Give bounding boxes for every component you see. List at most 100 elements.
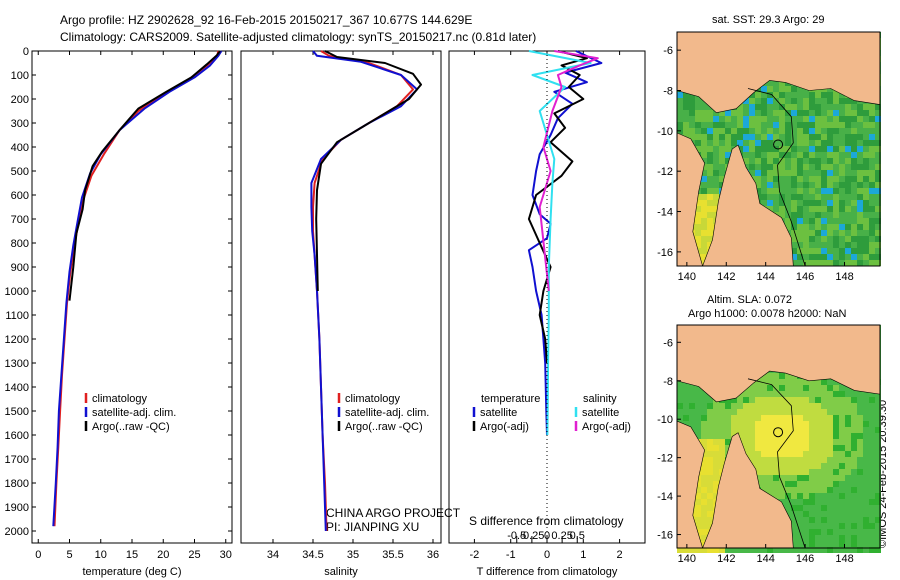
map-x-tick-label: 142 (717, 553, 735, 565)
sea-cell (683, 397, 689, 403)
sea-cell (809, 152, 815, 158)
sea-cell (833, 260, 839, 266)
sea-cell (725, 146, 731, 152)
sea-cell (845, 236, 851, 242)
sea-cell (833, 481, 839, 487)
sea-cell (701, 122, 707, 128)
sea-cell (857, 505, 863, 511)
sea-cell (725, 158, 731, 164)
sea-cell (845, 254, 851, 260)
sea-cell (827, 182, 833, 188)
sea-cell (755, 457, 761, 463)
sea-cell (815, 523, 821, 529)
sea-cell (851, 158, 857, 164)
sea-cell (821, 242, 827, 248)
sea-cell (683, 403, 689, 409)
map-y-tick-label: -10 (657, 126, 673, 138)
sea-cell (809, 224, 815, 230)
sea-cell (851, 104, 857, 110)
sea-cell (845, 140, 851, 146)
sea-cell (797, 517, 803, 523)
y-tick-label: 300 (11, 118, 29, 130)
sea-cell (821, 218, 827, 224)
sea-cell (845, 134, 851, 140)
land-cape-york (677, 144, 794, 267)
sea-cell (839, 547, 845, 553)
sea-cell (677, 547, 683, 553)
sea-cell (797, 164, 803, 170)
sea-cell (797, 385, 803, 391)
sea-cell (743, 427, 749, 433)
sea-cell (815, 194, 821, 200)
s-tick-label: 0 (544, 530, 550, 542)
sea-cell (827, 511, 833, 517)
sea-cell (797, 134, 803, 140)
sea-cell (683, 104, 689, 110)
sea-cell (707, 547, 713, 553)
sea-cell (701, 146, 707, 152)
sea-cell (785, 104, 791, 110)
x-tick-label: 1 (580, 549, 586, 561)
sea-cell (701, 433, 707, 439)
sea-cell (749, 403, 755, 409)
sea-cell (737, 415, 743, 421)
sea-cell (707, 463, 713, 469)
sea-cell (869, 397, 875, 403)
sea-cell (779, 433, 785, 439)
sea-cell (761, 439, 767, 445)
x-tick-label: 35 (347, 549, 359, 561)
sea-cell (797, 182, 803, 188)
sea-cell (695, 200, 701, 206)
sea-cell (797, 535, 803, 541)
sea-cell (833, 415, 839, 421)
sea-cell (821, 224, 827, 230)
sea-cell (803, 523, 809, 529)
sea-cell (719, 409, 725, 415)
sea-cell (857, 523, 863, 529)
sea-cell (701, 475, 707, 481)
sea-cell (839, 499, 845, 505)
sea-cell (707, 164, 713, 170)
sea-cell (809, 475, 815, 481)
y-tick-label: 1800 (5, 478, 29, 490)
legend-label: Argo(-adj) (480, 421, 529, 433)
sea-cell (695, 397, 701, 403)
sea-cell (827, 146, 833, 152)
series-line-argo (315, 50, 422, 292)
sea-cell (791, 541, 797, 547)
sea-cell (755, 182, 761, 188)
sea-cell (701, 110, 707, 116)
sea-cell (737, 421, 743, 427)
sea-cell (707, 439, 713, 445)
sea-cell (785, 397, 791, 403)
sea-cell (761, 451, 767, 457)
sea-cell (845, 176, 851, 182)
sea-cell (827, 463, 833, 469)
sea-cell (755, 451, 761, 457)
sea-cell (791, 248, 797, 254)
sea-cell (773, 188, 779, 194)
sea-cell (803, 541, 809, 547)
sea-cell (839, 523, 845, 529)
sea-cell (779, 92, 785, 98)
sea-cell (833, 248, 839, 254)
sea-cell (869, 499, 875, 505)
sea-cell (875, 523, 881, 529)
sea-cell (815, 463, 821, 469)
sea-cell (869, 218, 875, 224)
sea-cell (815, 505, 821, 511)
sea-cell (833, 212, 839, 218)
sea-cell (785, 194, 791, 200)
sea-cell (803, 493, 809, 499)
sea-cell (821, 248, 827, 254)
sea-cell (707, 451, 713, 457)
sea-cell (773, 92, 779, 98)
sea-cell (845, 164, 851, 170)
sea-cell (821, 481, 827, 487)
sea-cell (695, 427, 701, 433)
sea-cell (695, 230, 701, 236)
sea-cell (863, 128, 869, 134)
sea-cell (773, 397, 779, 403)
sea-cell (719, 421, 725, 427)
sea-cell (839, 397, 845, 403)
